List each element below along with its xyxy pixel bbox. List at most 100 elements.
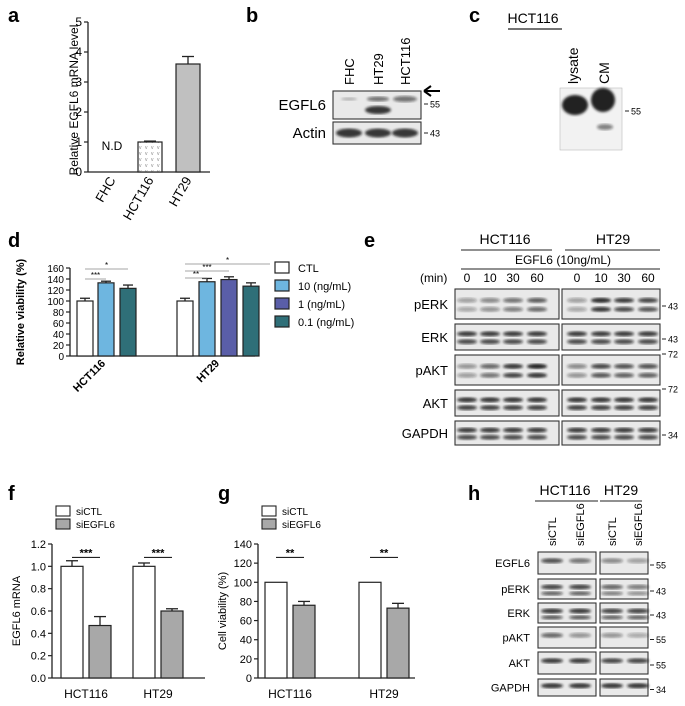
panel-e-band (503, 339, 523, 345)
panel-a-y-tick-label: 0 (75, 165, 82, 179)
panel-e-marker-label: 72 (668, 350, 678, 360)
panel-d-bar (198, 281, 216, 357)
panel-g-legend-swatch (261, 518, 277, 530)
panel-e-band (591, 405, 611, 411)
panel-f-legend-swatch (55, 505, 71, 517)
panel-e-band (527, 297, 547, 303)
panel-e-blot-strip (561, 323, 661, 351)
panel-f-y-tick-label: 0.6 (31, 606, 46, 618)
panel-g-y-tick-label: 120 (234, 558, 252, 570)
panel-e-band (527, 306, 547, 312)
panel-h-band (627, 608, 649, 614)
panel-f-bar (60, 565, 84, 679)
panel-h-band (541, 558, 563, 564)
panel-e-band (457, 339, 477, 345)
panel-b-blot-strip (332, 90, 422, 120)
panel-h-marker-label: 55 (656, 561, 666, 571)
panel-e-band (638, 306, 658, 312)
panel-h-row-label: pAKT (502, 633, 530, 645)
panel-h-band (627, 683, 649, 689)
panel-g-y-tick-label: 40 (240, 635, 252, 647)
panel-d-legend-swatch (274, 297, 290, 310)
panel-b-lane-label: FHC (342, 58, 357, 85)
panel-h-band (627, 584, 649, 590)
panel-d-y-tick-label: 80 (53, 308, 65, 319)
panel-e-treatment-label: EGFL6 (10ng/mL) (515, 253, 611, 267)
panel-e-band (638, 297, 658, 303)
panel-g-y-axis-label: Cell viability (%) (217, 572, 229, 650)
panel-e-band (527, 397, 547, 403)
panel-h-blot-strip (537, 551, 597, 575)
panel-e-time-value: 60 (530, 271, 544, 285)
panel-h-band (601, 591, 623, 596)
panel-e-band (503, 427, 523, 433)
panel-label-c: c (469, 5, 480, 27)
panel-e-time-value: 30 (617, 271, 631, 285)
panel-d-significance-label: ** (193, 270, 199, 279)
panel-g-significance-label: ** (286, 547, 295, 559)
panel-a-x-tick-label: FHC (92, 174, 118, 205)
panel-g-chart: 0 20 40 60 80 100 120 140 Cell viability (%) HCT1… (217, 505, 415, 701)
panel-e-band (567, 405, 587, 411)
panel-b-band (341, 97, 357, 101)
panel-b-arrow-icon (423, 85, 440, 97)
panel-e-band (503, 372, 523, 378)
panel-e-band (591, 306, 611, 312)
panel-e-band (638, 339, 658, 345)
panel-a-x-tick-label: HT29 (166, 174, 195, 209)
panel-h-blot-strip (599, 678, 649, 697)
panel-e-band (457, 306, 477, 312)
panel-f-significance-label: *** (152, 547, 166, 559)
panel-f-legend-label: siEGFL6 (76, 520, 115, 531)
panel-h-band (569, 591, 591, 596)
panel-g-bar (292, 604, 316, 679)
panel-e-band (567, 306, 587, 312)
panel-d-bar (242, 285, 260, 357)
panel-a-y-tick-label: 4 (75, 45, 82, 59)
panel-e-row-label: pERK (414, 297, 448, 312)
panel-b-row-label: EGFL6 (278, 97, 326, 114)
panel-f-bar (132, 565, 156, 679)
panel-b-band (365, 128, 391, 138)
panel-b-marker-label: 55 (430, 100, 440, 110)
panel-e-row-label: GAPDH (402, 426, 448, 441)
panel-f-y-axis-label: EGFL6 mRNA (11, 575, 23, 646)
panel-e-band (591, 331, 611, 337)
panel-e-band (567, 434, 587, 440)
panel-h-lane-label: siEGFL6 (575, 503, 587, 546)
panel-e-blot-strip (561, 288, 661, 320)
panel-f-y-tick-label: 0.4 (31, 628, 46, 640)
panel-g-bar (264, 581, 288, 679)
panel-h-marker-label: 55 (656, 635, 666, 645)
panel-h-band (627, 558, 649, 564)
panel-e-band (567, 397, 587, 403)
panel-f-legend-label: siCTL (76, 507, 103, 518)
panel-e-band (614, 297, 634, 303)
panel-f-y-tick-label: 0.0 (31, 673, 46, 685)
panel-c-marker-label: 55 (631, 107, 641, 117)
panel-g-y-tick-label: 0 (246, 673, 252, 685)
panel-e-band (638, 434, 658, 440)
panel-e-time-value: 0 (574, 271, 581, 285)
panel-h-band (627, 658, 649, 664)
panel-h-blot-strip (599, 551, 649, 575)
panel-label-d: d (8, 230, 20, 252)
panel-h-group-label: HT29 (604, 482, 638, 498)
panel-h-band (569, 584, 591, 590)
panel-h-lane-label: siCTL (607, 517, 619, 546)
panel-e-blot-strip (454, 323, 560, 351)
panel-e-band (638, 405, 658, 411)
panel-h-band (601, 558, 623, 564)
panel-d-y-axis-label: Relative viability (%) (15, 258, 27, 365)
panel-e-band (503, 434, 523, 440)
panel-e-band (614, 372, 634, 378)
panel-e-band (480, 397, 500, 403)
panel-g-y-tick-label: 60 (240, 616, 252, 628)
panel-h-band (627, 632, 649, 638)
panel-f-significance-label: *** (80, 547, 94, 559)
panel-e-marker-label: 34 (668, 431, 678, 441)
panel-d-y-tick-label: 0 (58, 352, 64, 363)
panel-h-band (569, 632, 591, 638)
panel-g-bar (386, 607, 410, 679)
